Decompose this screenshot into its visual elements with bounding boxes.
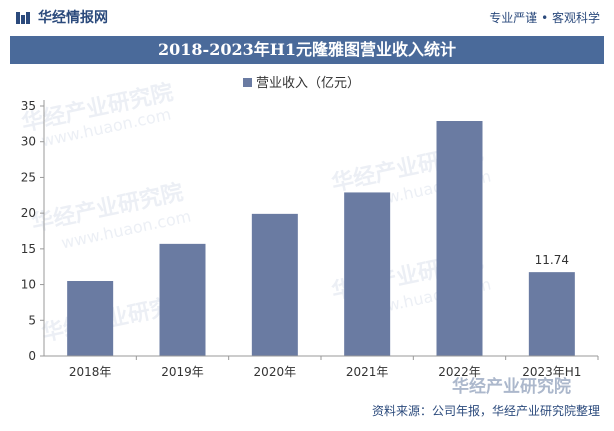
y-tick-label: 25 [21,170,36,184]
x-tick-label: 2023年H1 [522,365,581,379]
title-bar: 2018-2023年H1元隆雅图营业收入统计 [10,36,604,64]
legend-label: 营业收入（亿元） [256,76,360,91]
x-axis: 2018年 2019年 2020年 2021年 2022年 2023年H1 [44,355,599,379]
x-tick-label: 2020年 [254,365,297,379]
chart-title: 2018-2023年H1元隆雅图营业收入统计 [158,40,456,59]
y-tick-label: 20 [21,206,36,220]
bars [67,121,575,356]
y-tick-label: 10 [21,278,36,292]
data-labels: 11.74 [535,253,569,267]
source-note: 资料来源：公司年报，华经产业研究院整理 [371,404,600,418]
y-tick-label: 35 [21,99,36,113]
watermark-brand: 华经产业研究院 [452,377,571,397]
y-axis: 0 5 10 15 20 25 30 35 [21,99,45,363]
x-tick-label: 2022年 [438,365,481,379]
bar [344,192,391,356]
bar [159,243,206,356]
legend: 营业收入（亿元） [243,76,360,91]
brand-name: 华经情报网 [38,10,108,26]
bar [436,121,483,356]
tagline: 专业严谨 • 客观科学 [489,11,600,25]
header-bar: 华经情报网 专业严谨 • 客观科学 [0,0,614,34]
logo-icon [16,12,30,24]
x-tick-label: 2019年 [161,365,204,379]
legend-swatch [243,78,252,87]
bar [251,213,298,356]
data-label: 11.74 [535,253,569,267]
chart-area: 营业收入（亿元） 0 5 10 15 20 25 30 35 2018年 2019年 2020年 2… [0,64,614,427]
y-tick-label: 5 [28,313,36,327]
y-tick-label: 15 [21,242,36,256]
bar [528,272,575,356]
bar [67,281,114,356]
y-tick-label: 0 [28,349,36,363]
x-tick-label: 2021年 [346,365,389,379]
y-tick-label: 30 [21,135,36,149]
x-tick-label: 2018年 [69,365,112,379]
